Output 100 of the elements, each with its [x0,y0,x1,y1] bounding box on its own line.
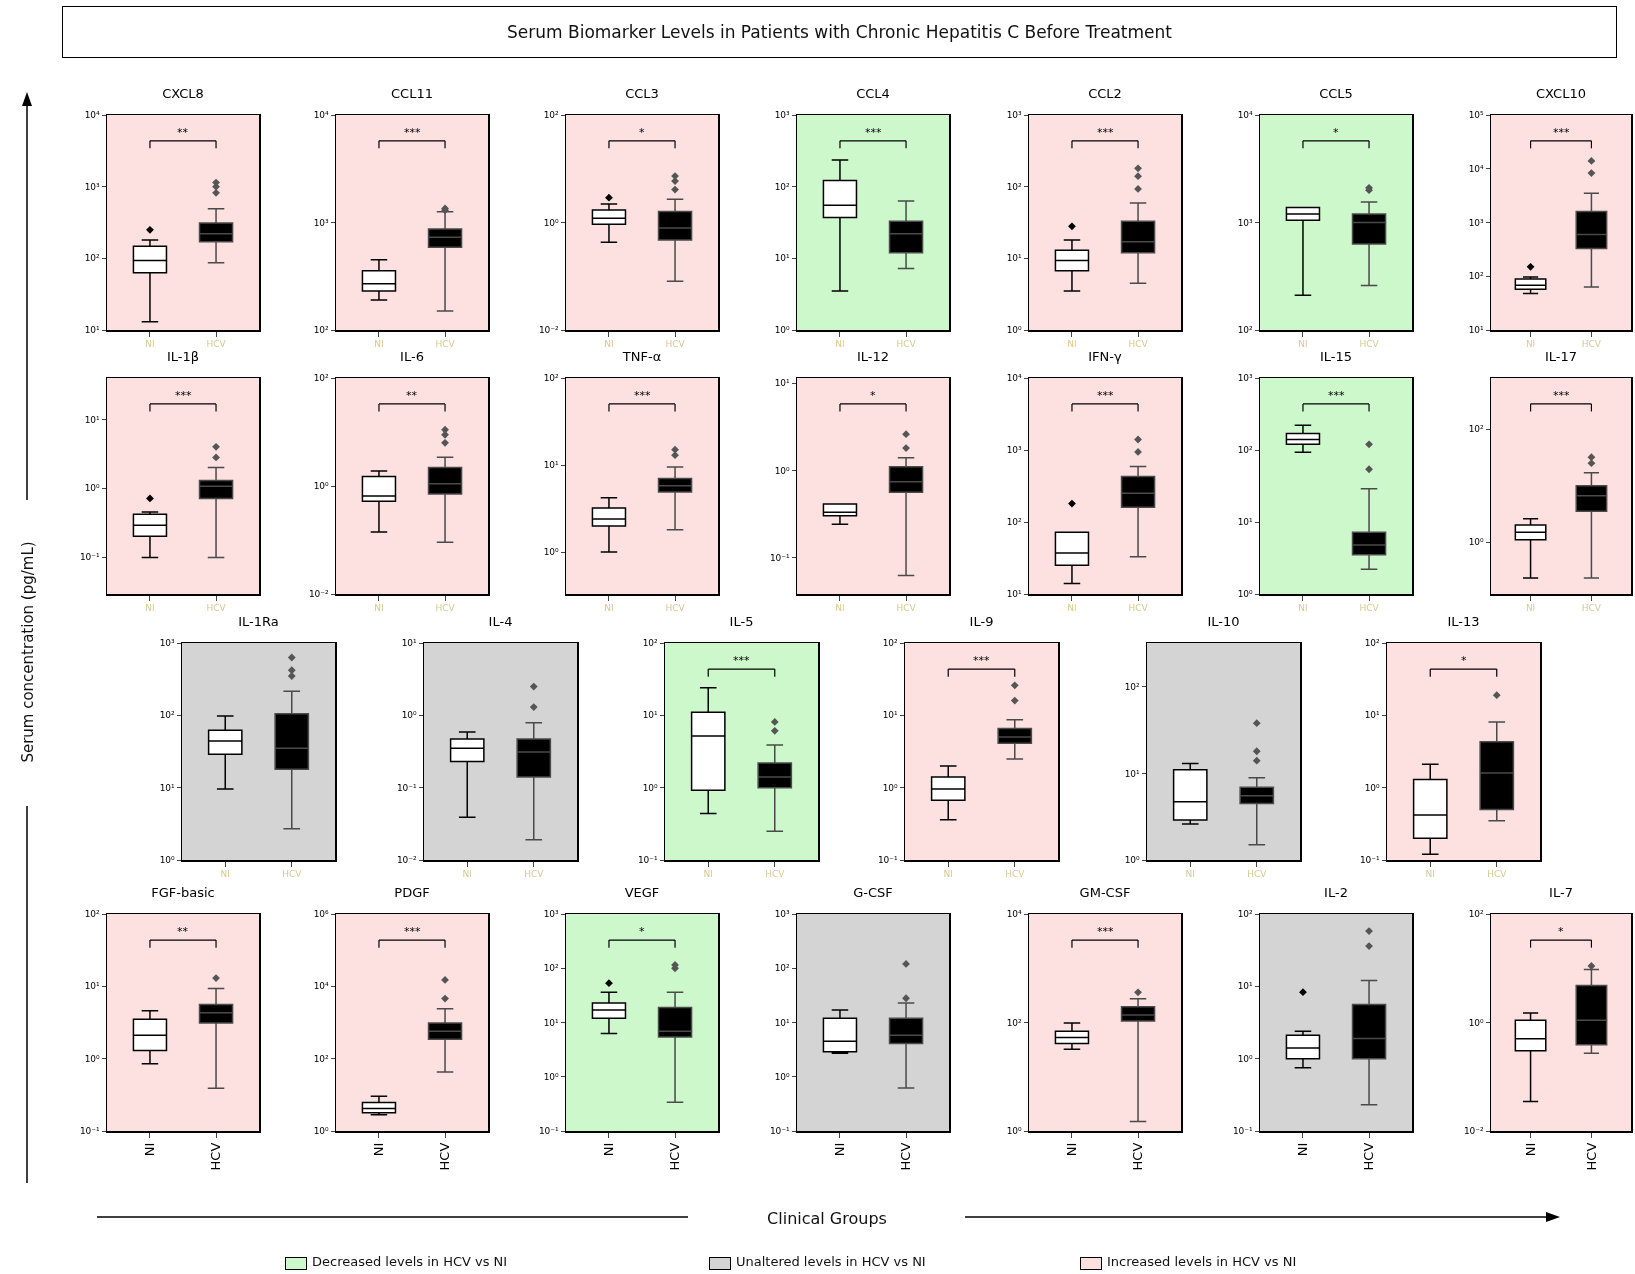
y-tick-label: 10² [543,963,560,974]
y-tick-label: 10⁰ [1006,325,1023,336]
y-tick-label: 10⁴ [313,981,330,992]
x-tick-label: NI [1522,1142,1538,1157]
chart-title: IFN-γ [1088,349,1123,365]
x-tick-label: NI [1425,869,1435,880]
y-tick-label: 10⁰ [882,782,899,793]
y-tick-label: 10⁻¹ [396,782,418,793]
x-tick-label: NI [374,339,384,350]
y-tick-label: 10¹ [1124,768,1141,779]
chart-title: IL-15 [1319,349,1353,365]
y-tick-label: 10⁶ [313,909,330,920]
x-tick-label: HCV [1128,339,1149,350]
y-tick-label: 10⁴ [1006,373,1023,384]
x-tick-label: NI [1298,603,1308,614]
y-tick-label: 10⁻¹ [1359,855,1381,866]
chart-title: IL-6 [400,349,424,365]
annotation: *** [1328,389,1345,402]
y-tick-label: 10² [313,325,330,336]
y-tick-label: 10⁰ [1468,537,1485,548]
y-tick-label: 10⁻¹ [1232,1126,1254,1137]
x-tick-label: HCV [1359,603,1380,614]
y-tick-label: 10⁴ [313,110,330,121]
y-tick-label: 10¹ [84,325,101,336]
x-tick-label: NI [145,603,155,614]
y-tick-label: 10² [84,253,101,264]
y-tick-label: 10⁰ [1468,1017,1485,1028]
y-tick-label: 10⁰ [1237,589,1254,600]
chart-title: TNF-α [621,349,662,365]
y-tick-label: 10¹ [1364,710,1381,721]
y-tick-label: 10³ [1006,445,1023,456]
x-tick-label: NI [835,603,845,614]
y-tick-label: 10³ [1237,217,1254,228]
y-tick-label: 10² [1468,909,1485,920]
x-tick-label: HCV [1361,1142,1377,1171]
y-tick-label: 10² [1237,909,1254,920]
y-tick-label: 10³ [774,110,791,121]
y-tick-label: 10⁻¹ [637,855,659,866]
y-tick-label: 10¹ [774,1017,791,1028]
chart-title: IL-1β [166,349,200,365]
x-tick-label: HCV [435,339,456,350]
y-tick-label: 10¹ [882,710,899,721]
x-tick-label: NI [832,1142,848,1157]
y-tick-label: 10¹ [84,414,101,425]
x-tick-label: NI [1298,339,1308,350]
x-tick-label: NI [943,869,953,880]
y-tick-label: 10⁻¹ [877,855,899,866]
y-tick-label: 10⁰ [84,483,101,494]
annotation: *** [865,126,882,139]
y-tick-label: 10² [774,181,791,192]
x-tick-label: NI [1067,603,1077,614]
chart-title: CXCL8 [162,86,204,102]
x-tick-label: NI [1185,869,1195,880]
y-tick-label: 10⁰ [1006,1126,1023,1137]
chart-title: IL-1Ra [238,614,279,630]
y-tick-label: 10¹ [1237,981,1254,992]
y-tick-label: 10⁻¹ [79,552,101,563]
y-tick-label: 10¹ [159,782,176,793]
y-tick-label: 10¹ [642,710,659,721]
y-tick-label: 10⁻¹ [79,1126,101,1137]
y-tick-label: 10³ [1006,110,1023,121]
y-tick-label: 10¹ [1468,325,1485,336]
y-tick-label: 10⁰ [543,1071,560,1082]
y-tick-label: 10³ [313,217,330,228]
chart-title: IL-12 [856,349,890,365]
text: Clinical Groups [767,1208,887,1228]
y-tick-label: 10⁰ [1364,782,1381,793]
y-tick-label: 10¹ [774,253,791,264]
chart-title: IL-10 [1207,614,1240,630]
x-tick-label: NI [1525,339,1536,350]
y-tick-label: 10² [543,373,560,384]
annotation: * [639,925,645,938]
y-tick-label: 10² [1237,445,1254,456]
chart-title: FGF-basic [151,885,215,901]
x-tick-label: HCV [1487,869,1508,880]
y-tick-label: 10⁰ [543,547,560,558]
y-tick-label: 10³ [1237,373,1254,384]
y-tick-label: 10⁰ [543,217,560,228]
x-tick-label: HCV [1581,339,1602,350]
chart-title: VEGF [624,885,660,901]
chart-title: GM-CSF [1079,885,1131,901]
x-tick-label: NI [703,869,713,880]
y-tick-label: 10² [1468,271,1485,282]
chart-title: IL-2 [1324,885,1348,901]
y-tick-label: 10² [1468,424,1485,435]
x-tick-label: NI [835,339,845,350]
y-tick-label: 10² [1237,325,1254,336]
x-tick-label: HCV [1130,1142,1146,1171]
annotation: ** [177,925,189,938]
annotation: ** [406,389,418,402]
y-tick-label: 10¹ [84,981,101,992]
x-tick-label: HCV [1247,869,1268,880]
y-tick-label: 10¹ [1006,589,1023,600]
chart-title: IL-9 [969,614,994,630]
y-tick-label: 10⁴ [1468,163,1485,174]
chart-title: IL-13 [1447,614,1480,630]
y-tick-label: 10³ [543,909,560,920]
x-tick-label: HCV [1005,869,1026,880]
y-tick-label: 10⁰ [313,1126,330,1137]
x-tick-label: NI [601,1142,617,1157]
